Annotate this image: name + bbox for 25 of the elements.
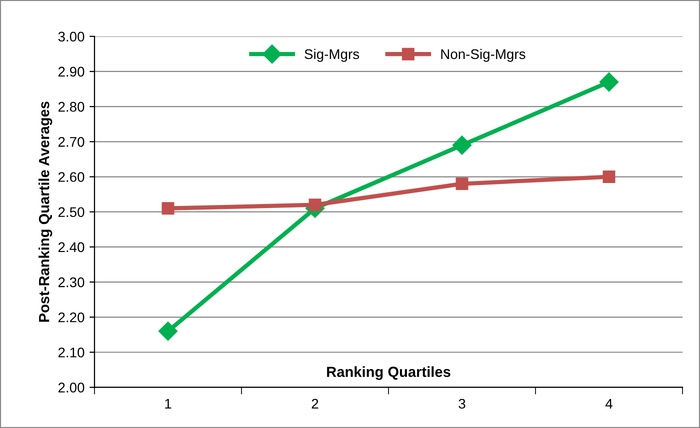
y-tick-label: 2.30 [58,277,84,288]
point [158,322,178,341]
point [456,178,468,190]
point [599,72,619,92]
y-tick-label: 2.10 [58,348,84,358]
x-tick-label: 3 [458,398,466,409]
legend-label: Non-Sig-Mgrs [441,48,526,62]
x-tick-label: 1 [165,398,172,409]
y-axis-title: Post-Ranking Quartile Averages [38,102,52,322]
point [602,170,616,184]
x-axis-title: Ranking Quartiles [327,366,450,380]
legend-label: Sig-Mgrs [304,48,360,62]
y-tick-label: 2.50 [58,207,84,218]
y-tick-label: 2.00 [58,382,84,393]
point [452,136,472,155]
x-tick-label: 4 [605,398,612,409]
y-tick-label: 3.00 [58,32,84,42]
y-tick-label: 2.70 [58,137,84,147]
y-tick-label: 2.20 [58,312,84,322]
y-tick-label: 2.60 [58,172,84,182]
y-tick-label: 2.90 [58,66,84,77]
x-tick-label: 2 [312,398,318,409]
point [162,202,174,215]
y-tick-label: 2.40 [58,242,84,252]
y-tick-label: 2.80 [58,102,84,112]
